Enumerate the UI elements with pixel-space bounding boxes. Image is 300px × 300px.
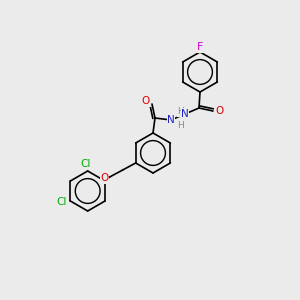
Text: Cl: Cl <box>56 197 67 207</box>
Text: O: O <box>142 96 150 106</box>
Text: H: H <box>178 107 184 116</box>
Text: N: N <box>167 115 175 125</box>
Text: F: F <box>197 42 203 52</box>
Text: O: O <box>215 106 223 116</box>
Text: H: H <box>178 122 184 130</box>
Text: N: N <box>181 109 189 119</box>
Text: O: O <box>100 173 109 183</box>
Text: Cl: Cl <box>80 159 91 169</box>
